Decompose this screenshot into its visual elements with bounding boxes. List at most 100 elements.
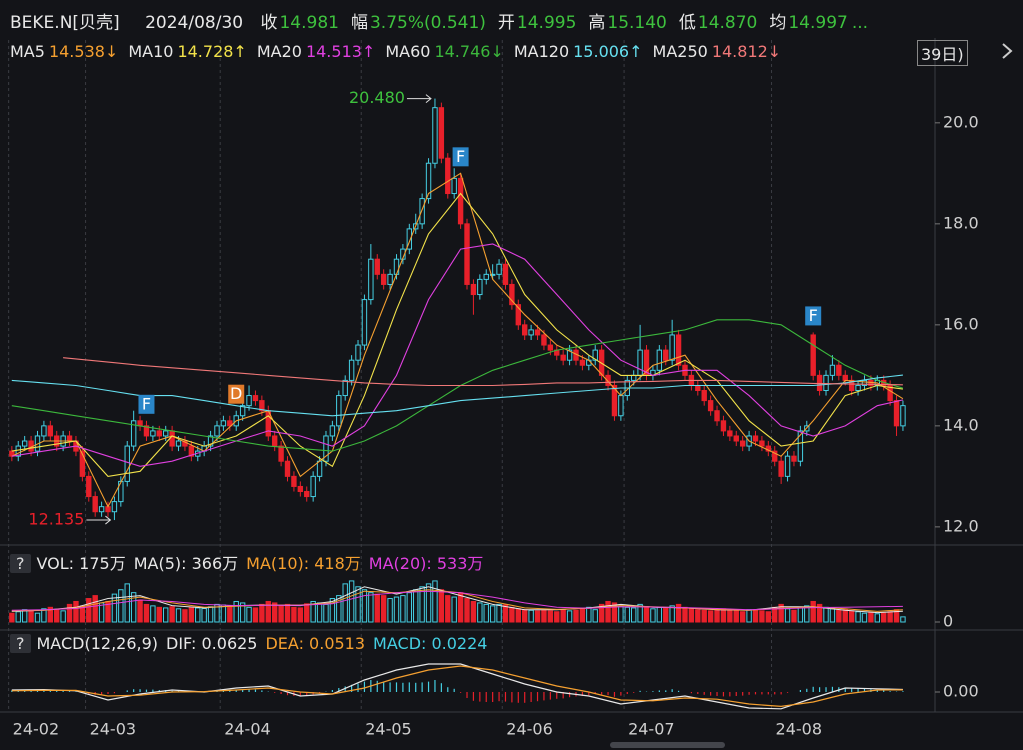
candle-body <box>163 430 169 437</box>
volume-bar <box>41 608 47 623</box>
volume-bar <box>515 608 521 623</box>
y-tick-label: 0 <box>943 612 953 631</box>
volume-bar <box>188 606 195 623</box>
ma-name: MA60 <box>385 42 431 61</box>
volume-bar <box>611 602 618 623</box>
volume-bar <box>637 603 643 623</box>
candle-body <box>483 273 489 280</box>
event-marker <box>138 394 155 414</box>
volume-bar <box>836 609 842 623</box>
candle-body <box>579 359 586 366</box>
event-marker <box>228 384 245 404</box>
volume-bar <box>310 600 316 623</box>
candle-body <box>733 435 739 442</box>
y-tick-label: 12.0 <box>943 516 979 535</box>
more: ... <box>851 13 869 33</box>
symbol: BEKE.N[贝壳] <box>10 13 120 33</box>
volume-bar <box>586 606 592 623</box>
ma-line <box>11 374 903 417</box>
candle-body <box>842 374 848 381</box>
candle-body <box>566 349 573 361</box>
event-marker <box>452 147 469 167</box>
volume-bar <box>797 606 804 623</box>
candle-body <box>111 501 118 513</box>
volume-bar <box>227 605 233 623</box>
candle-body <box>829 364 836 376</box>
volume-bar <box>560 609 566 623</box>
volume-bar <box>534 610 541 623</box>
candle-body <box>810 334 816 376</box>
ma-value: 14.728↑ <box>177 42 247 61</box>
candle-body <box>143 425 150 437</box>
candle-body <box>304 491 310 498</box>
x-tick-label: 24-02 <box>13 720 60 739</box>
candle-body <box>284 460 291 477</box>
volume-bar <box>528 609 534 623</box>
quote-header: BEKE.N[贝壳] 2024/08/30 收 14.981 幅 3.75%(0.54… <box>10 8 868 33</box>
volume-bar <box>451 596 457 623</box>
candle-body <box>630 374 637 381</box>
volume-bar <box>297 607 304 623</box>
volume-bar <box>336 595 342 623</box>
volume-bar <box>804 605 810 623</box>
candle-body <box>714 410 720 422</box>
volume-bar <box>233 600 239 623</box>
candle-body <box>477 278 483 296</box>
volume-bar <box>547 610 554 623</box>
period-selector[interactable]: 39日) <box>917 40 968 66</box>
volume-bar <box>329 598 336 623</box>
chevron-icon[interactable] <box>1002 43 1013 59</box>
macd-line <box>11 665 903 708</box>
volume-bar <box>28 610 34 623</box>
candle-body <box>419 198 425 225</box>
volume-bar <box>92 595 98 623</box>
candle-body <box>791 455 797 462</box>
ma-name: MA250 <box>652 42 708 61</box>
candle-body <box>445 157 451 195</box>
volume-bar <box>643 606 650 623</box>
candle-body <box>759 440 765 447</box>
scrollbar[interactable] <box>610 742 725 748</box>
volume-bar <box>438 589 445 623</box>
volume-bar <box>34 612 41 623</box>
volume-bar <box>368 592 374 623</box>
candle-body <box>605 374 611 386</box>
candle-body <box>271 435 278 447</box>
candle-body <box>393 258 400 275</box>
volume-bar <box>323 603 329 623</box>
volume-bar <box>887 611 893 623</box>
indicator-value: MA(20): 533万 <box>368 554 484 573</box>
volume-bar <box>688 608 695 623</box>
candle-body <box>220 420 227 427</box>
volume-bar <box>284 603 291 623</box>
volume-bar <box>772 606 778 623</box>
volume-bar <box>829 608 836 623</box>
candle-body <box>893 400 900 427</box>
candle-body <box>156 430 162 437</box>
candle-body <box>239 405 246 417</box>
candle-body <box>355 344 361 361</box>
annotation-arrow <box>86 515 112 525</box>
quote-value: 15.140 <box>607 13 667 33</box>
candle-body <box>836 364 842 376</box>
volume-bar <box>355 586 361 623</box>
x-tick-label: 24-03 <box>90 720 137 739</box>
volume-bar <box>720 608 727 623</box>
ma-value: 14.513↑ <box>305 42 376 61</box>
candle-body <box>823 374 829 392</box>
ma-name: MA5 <box>10 42 45 61</box>
candle-body <box>464 223 470 285</box>
volume-bar <box>739 611 746 623</box>
quote-label: 幅 <box>350 13 368 33</box>
candle-body <box>79 450 86 477</box>
candle-body <box>291 475 297 487</box>
candle-body <box>278 445 284 462</box>
volume-bar <box>900 616 906 623</box>
volume-bar <box>374 593 380 623</box>
volume-bar <box>855 611 861 623</box>
volume-bar <box>380 595 387 623</box>
candle-body <box>387 273 393 285</box>
volume-bar <box>137 599 143 623</box>
quote-label: 高 <box>588 13 606 33</box>
volume-bar <box>419 586 425 623</box>
